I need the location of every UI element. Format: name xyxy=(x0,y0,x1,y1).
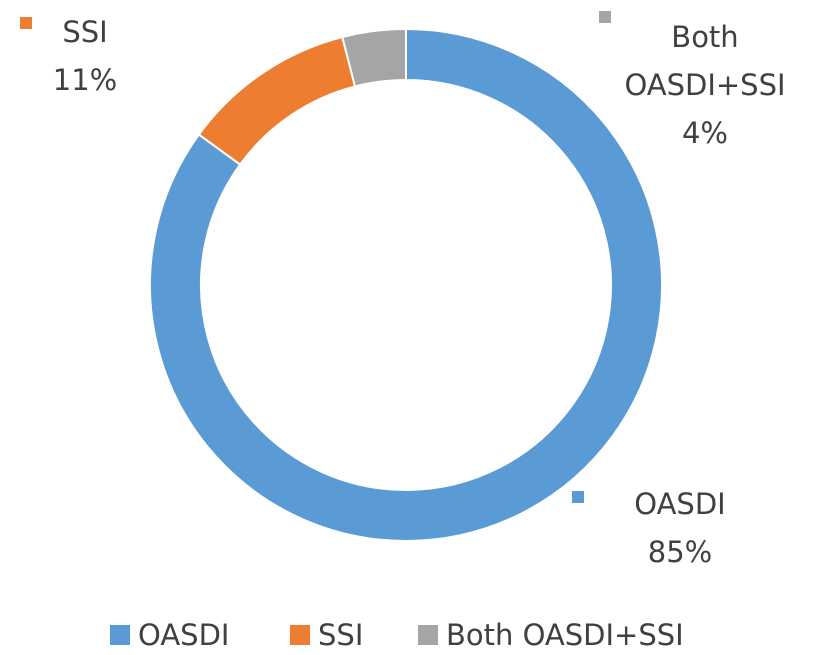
label-marker xyxy=(20,17,32,29)
legend-label: Both OASDI+SSI xyxy=(446,618,684,652)
label-marker xyxy=(572,491,584,503)
donut-segment xyxy=(341,27,407,88)
legend-label: SSI xyxy=(318,618,364,652)
data-label-name: OASDI xyxy=(634,487,726,521)
data-label: OASDI 85% xyxy=(590,480,770,576)
legend-item: OASDI xyxy=(110,615,229,655)
data-label-name: Both OASDI+SSI xyxy=(624,20,786,102)
legend-swatch xyxy=(290,625,310,645)
data-label-value: 4% xyxy=(681,116,728,150)
data-label: Both OASDI+SSI 4% xyxy=(610,13,800,157)
data-label: SSI 11% xyxy=(30,8,140,104)
donut-segment xyxy=(197,35,357,166)
legend-label: OASDI xyxy=(138,618,230,652)
data-label-value: 85% xyxy=(647,535,713,569)
legend-swatch xyxy=(110,625,130,645)
data-label-value: 11% xyxy=(52,63,118,97)
data-label-name: SSI xyxy=(62,15,108,49)
donut-segment xyxy=(149,27,663,542)
label-marker xyxy=(599,11,611,23)
legend-item: Both OASDI+SSI xyxy=(418,615,684,655)
legend-item: SSI xyxy=(290,615,363,655)
legend-swatch xyxy=(418,625,438,645)
